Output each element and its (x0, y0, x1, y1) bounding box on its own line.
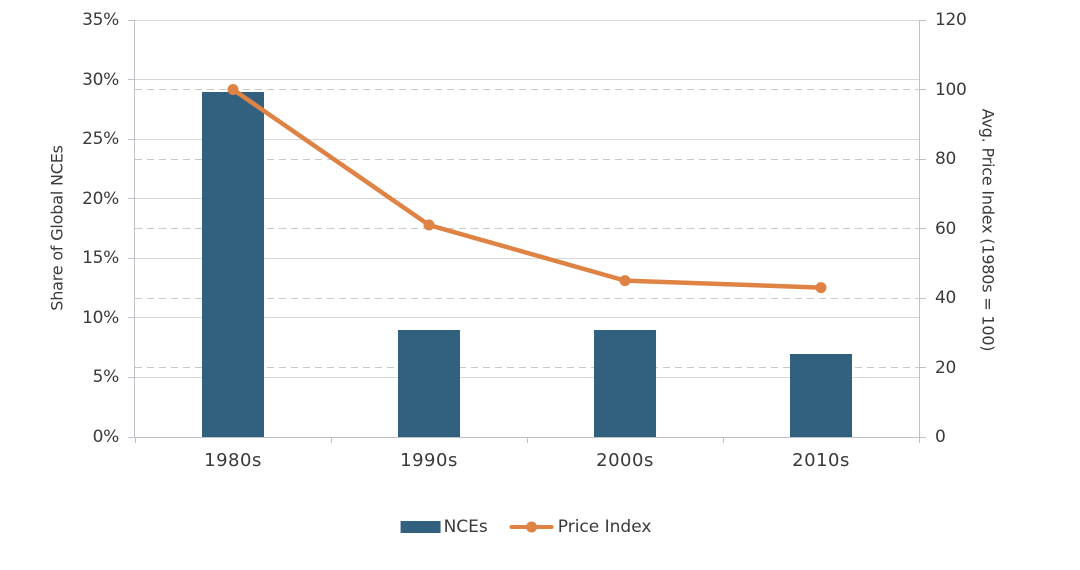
left-axis-title: Share of Global NCEs (47, 145, 67, 311)
x-axis-label-1990s: 1990s (400, 450, 458, 471)
right-axis-gridline (135, 89, 919, 90)
right-axis-tick (919, 158, 926, 160)
left-axis-tick (128, 436, 135, 438)
right-axis-gridline (135, 367, 919, 368)
left-axis-gridline (135, 19, 919, 21)
right-axis-tick (919, 228, 926, 229)
nces-bar-swatch-icon (400, 521, 441, 533)
x-axis-tick (134, 437, 136, 443)
right-axis-gridline (135, 158, 919, 160)
bar-1990s (398, 329, 460, 437)
right-axis-title: Avg. Price Index (1980s = 100) (978, 108, 998, 352)
x-axis-tick (918, 437, 920, 443)
right-axis-tick (919, 19, 926, 21)
right-axis-tick (919, 89, 926, 90)
left-axis-gridline (135, 376, 919, 378)
right-axis-tick (919, 367, 926, 368)
bar-2010s (790, 353, 852, 437)
left-axis-gridline (135, 79, 919, 81)
price-index-line-swatch-icon (509, 521, 554, 533)
left-axis-tick-label: 0% (92, 427, 120, 447)
price-index-point-1990s (423, 219, 435, 231)
x-axis-tick (330, 437, 332, 443)
legend-label-nces: NCEs (443, 517, 488, 537)
plot-area: 0% 5% 10% 15% 20% 25% 30% 35% 0 20 40 60 80 100 120 198… (82, 10, 967, 471)
price-index-point-2010s (815, 282, 827, 294)
right-axis-gridline (135, 297, 919, 299)
right-axis-tick-label: 120 (935, 10, 967, 30)
right-axis-tick-label: 100 (935, 79, 967, 100)
price-index-line (230, 87, 824, 290)
x-axis-label-2010s: 2010s (792, 450, 850, 471)
right-axis-tick (919, 436, 926, 438)
left-axis-tick-label: 25% (82, 129, 119, 150)
left-axis-gridline (135, 257, 919, 259)
x-axis-tick (722, 437, 724, 443)
x-axis-label-2000s: 2000s (596, 450, 654, 471)
left-axis-gridline (135, 138, 919, 140)
left-axis-tick-label: 5% (92, 367, 120, 388)
price-index-point-2000s (619, 275, 631, 287)
right-axis-tick-label: 60 (935, 218, 957, 239)
right-axis-tick (919, 297, 926, 299)
legend: NCEs Price Index (400, 517, 652, 537)
dot-glyph (526, 521, 538, 533)
left-axis-tick-label: 30% (82, 69, 119, 90)
left-axis-tick (128, 79, 135, 81)
left-axis-tick-label: 35% (82, 10, 119, 30)
left-axis-tick-label: 10% (82, 307, 119, 328)
price-index-point-1980s (227, 84, 239, 95)
left-axis-tick (128, 138, 135, 140)
bar-1980s (202, 91, 264, 437)
price-index-line-layer (227, 84, 827, 294)
left-axis-tick (128, 376, 135, 378)
legend-item-price-index: Price Index (509, 517, 652, 537)
right-axis-tick-label: 80 (935, 149, 957, 169)
right-axis-tick-label: 0 (935, 427, 946, 447)
left-axis-tick (128, 317, 135, 319)
left-axis-gridline (135, 198, 919, 200)
bar-2000s (594, 329, 656, 437)
left-axis-tick (128, 19, 135, 21)
x-axis-label-1980s: 1980s (204, 450, 262, 471)
legend-label-price-index: Price Index (557, 517, 652, 537)
left-axis-tick-label: 15% (82, 248, 119, 269)
left-axis-tick (128, 198, 135, 200)
right-axis-tick-label: 40 (935, 288, 957, 308)
left-axis-gridline (135, 317, 919, 319)
legend-item-nces: NCEs (400, 517, 488, 537)
left-axis-tick (128, 257, 135, 259)
right-axis-tick-label: 20 (935, 357, 957, 378)
left-axis-tick-label: 20% (82, 188, 119, 209)
right-axis-gridline (135, 228, 919, 229)
x-axis-tick (526, 437, 528, 443)
